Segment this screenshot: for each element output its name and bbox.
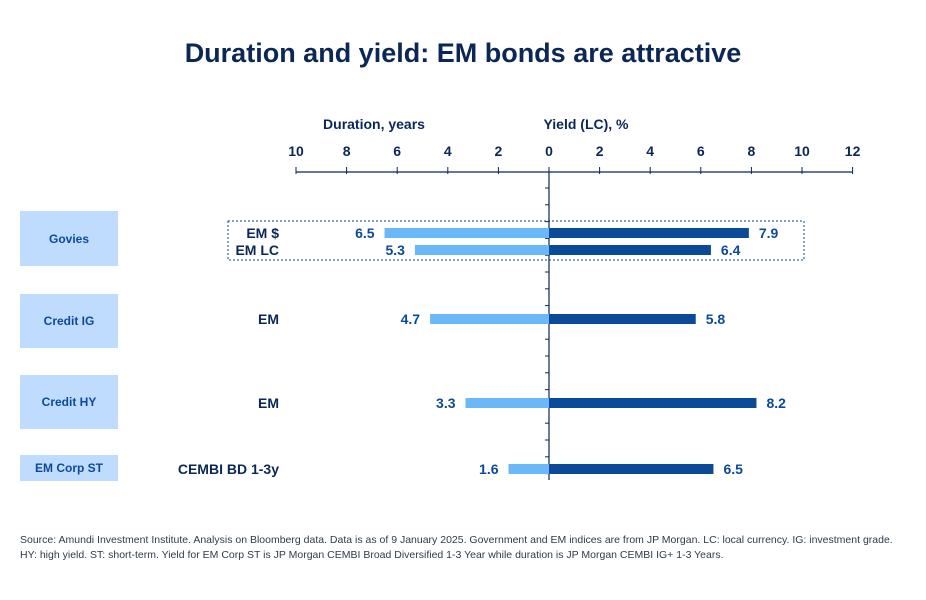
category-credit-ig: Credit IG (20, 294, 118, 348)
row-label: EM LC (235, 242, 279, 258)
duration-axis-label: Duration, years (323, 116, 425, 132)
footnote-line-2: HY: high yield. ST: short-term. Yield fo… (20, 549, 724, 561)
yield-value-label: 7.9 (759, 225, 779, 241)
yield-axis-label: Yield (LC), % (543, 116, 629, 132)
duration-value-label: 4.7 (401, 311, 421, 327)
source-footnote: Source: Amundi Investment Institute. Ana… (20, 533, 910, 563)
duration-value-label: 5.3 (385, 242, 405, 258)
duration-tick-label: 4 (444, 143, 452, 159)
chart-title: Duration and yield: EM bonds are attract… (184, 38, 742, 68)
duration-bar (384, 228, 549, 238)
labels-group: 6.5 7.9 EM $ 5.3 6.4 EM LC 4.7 5.8 EM 3.3 8.2 EM 1.6… (178, 225, 786, 477)
duration-tick-label: 2 (495, 143, 503, 159)
yield-value-label: 6.5 (723, 461, 743, 477)
category-credit-hy: Credit HY (20, 375, 118, 429)
bars-group (384, 228, 757, 474)
duration-tick-label: 8 (343, 143, 351, 159)
duration-tick-label: 6 (393, 143, 401, 159)
duration-value-label: 3.3 (436, 395, 456, 411)
yield-tick-label: 2 (596, 143, 604, 159)
yield-bar (549, 314, 696, 324)
yield-bar (549, 464, 714, 474)
category-govies: Govies (20, 211, 118, 266)
duration-bar (508, 464, 549, 474)
yield-tick-label: 12 (845, 143, 861, 159)
duration-bar (414, 245, 549, 255)
yield-tick-label: 6 (697, 143, 705, 159)
duration-value-label: 1.6 (479, 461, 499, 477)
yield-bar (549, 245, 711, 255)
row-label: CEMBI BD 1-3y (178, 461, 279, 477)
yield-tick-label: 10 (794, 143, 810, 159)
duration-yield-chart: Duration, years Yield (LC), % 10 8 6 4 2 0 2 4 6… (178, 116, 861, 480)
axes-group: 10 8 6 4 2 0 2 4 6 8 10 12 (288, 143, 861, 480)
yield-value-label: 5.8 (706, 311, 726, 327)
duration-tick-label: 10 (288, 143, 304, 159)
row-label: EM (258, 395, 279, 411)
yield-tick-label: 8 (748, 143, 756, 159)
govies-highlight-box (227, 220, 805, 261)
yield-bar (549, 398, 757, 408)
duration-value-label: 6.5 (355, 225, 375, 241)
row-label: EM (258, 311, 279, 327)
duration-bar (465, 398, 549, 408)
yield-bar (549, 228, 749, 238)
yield-value-label: 6.4 (721, 242, 741, 258)
yield-tick-label: 4 (646, 143, 654, 159)
footnote-line-1: Source: Amundi Investment Institute. Ana… (20, 534, 893, 546)
row-label: EM $ (246, 225, 279, 241)
duration-tick-label: 0 (545, 143, 553, 159)
yield-value-label: 8.2 (766, 395, 786, 411)
category-em-corp-st: EM Corp ST (20, 455, 118, 481)
duration-bar (430, 314, 549, 324)
